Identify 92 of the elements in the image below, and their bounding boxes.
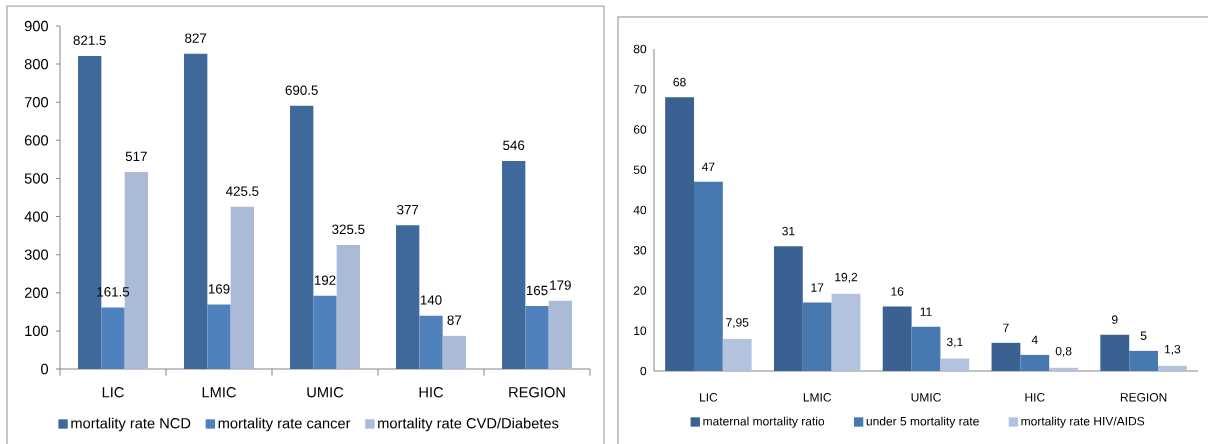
bar [1100,334,1130,371]
data-label: 0,8 [1055,346,1072,357]
bar [419,315,443,369]
bar [290,105,314,369]
data-label: 425.5 [225,186,259,196]
bar [230,206,254,369]
x-tick-label: REGION [1120,393,1167,402]
y-tick-label: 0 [41,363,49,375]
x-tick-label: LMIC [803,393,832,402]
data-label: 7,95 [726,318,749,329]
data-label: 7 [1003,323,1009,332]
bar [548,300,572,369]
data-label: 16 [891,287,904,296]
y-tick-label: 70 [633,85,647,94]
data-label: 192 [314,275,336,285]
legend-label: maternal mortality ratio [703,416,825,428]
bar [722,339,752,371]
data-label: 9 [1112,315,1118,324]
y-tick-label: 50 [633,165,647,175]
y-tick-label: 0 [640,366,647,376]
legend-label: mortality rate HIV/AIDS [1021,416,1145,428]
x-tick-label: LIC [700,393,718,402]
bar [773,246,803,371]
legend-label: mortality rate CVD/Diabetes [378,417,559,432]
legend-label: mortality rate cancer [218,417,351,432]
y-tick-label: 600 [24,135,49,146]
data-label: 325.5 [332,224,365,235]
data-label: 169 [208,284,230,294]
legend-label: under 5 mortality rate [866,416,979,428]
bar [1158,365,1187,371]
data-label: 140 [420,295,442,305]
y-tick-label: 900 [24,20,49,32]
data-label: 4 [1031,335,1038,344]
data-label: 546 [503,140,525,150]
y-tick-label: 40 [633,205,647,215]
x-tick-label: REGION [509,387,565,398]
bar [1129,350,1159,371]
bar [940,358,970,371]
data-label: 19,2 [835,272,858,283]
bar [991,342,1021,371]
bar [665,97,694,371]
x-tick-label: LMIC [202,387,236,398]
data-label: 47 [702,162,715,171]
bar [207,304,231,369]
bar [693,181,723,371]
y-tick-label: 400 [24,211,49,222]
x-tick-label: HIC [419,387,444,398]
y-tick-label: 20 [633,286,647,295]
x-tick-label: LIC [102,387,124,398]
data-label: 377 [397,204,419,215]
y-tick-label: 80 [633,44,647,54]
bar [336,244,360,369]
y-tick-label: 300 [24,249,49,260]
y-tick-label: 30 [633,246,647,255]
bar [313,295,337,369]
data-label: 179 [550,280,571,290]
bar [184,53,208,369]
bar [911,326,941,371]
data-label: 11 [920,307,932,316]
data-label: 165 [526,285,548,296]
data-label: 517 [125,151,147,162]
data-label: 87 [447,315,462,325]
data-label: 821.5 [73,35,106,45]
data-label: 68 [673,77,686,87]
data-label: 690.5 [285,85,318,95]
bar [101,307,125,369]
legend-label: mortality rate NCD [71,417,191,432]
bar [1049,367,1079,371]
x-tick-label: UMIC [911,393,941,402]
bar [831,293,861,371]
bar [502,160,526,369]
y-tick-label: 100 [25,325,49,337]
y-tick-label: 60 [633,125,647,134]
y-tick-label: 800 [24,58,49,70]
bar [396,225,420,369]
bar [525,306,549,369]
data-label: 3,1 [946,337,963,348]
data-label: 17 [811,283,824,292]
bar [442,335,466,369]
y-tick-label: 500 [24,173,49,184]
data-label: 31 [782,226,795,236]
x-tick-label: UMIC [307,387,344,398]
data-label: 5 [1140,331,1147,340]
y-tick-label: 10 [634,326,647,336]
x-tick-label: HIC [1025,393,1045,402]
bar [882,306,912,371]
data-label: 1,3 [1165,344,1181,355]
bar [802,302,832,371]
y-tick-label: 700 [24,97,49,108]
bar [1020,354,1050,371]
data-label: 827 [185,33,207,43]
y-tick-label: 200 [24,287,49,298]
